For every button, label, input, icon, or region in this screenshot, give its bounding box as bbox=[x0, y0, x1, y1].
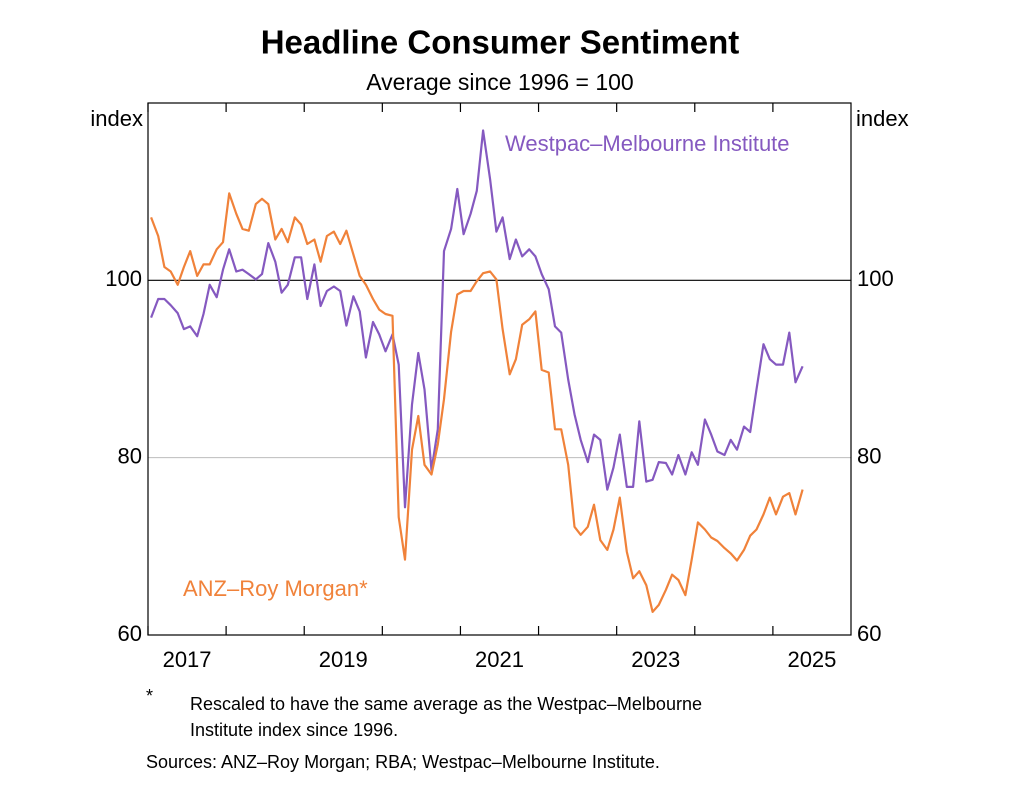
x-tick-label: 2025 bbox=[787, 647, 836, 672]
footnote-line: Rescaled to have the same average as the… bbox=[190, 694, 702, 714]
y2-tick-label: 100 bbox=[857, 266, 894, 291]
y2-tick-label: 60 bbox=[857, 621, 881, 646]
x-tick-label: 2019 bbox=[319, 647, 368, 672]
y-tick-label: 100 bbox=[105, 266, 142, 291]
chart-subtitle: Average since 1996 = 100 bbox=[366, 69, 633, 95]
y2-axis-label: index bbox=[856, 106, 909, 131]
y-tick-label: 80 bbox=[118, 443, 142, 468]
plot-frame bbox=[147, 102, 852, 636]
y2-tick-label: 80 bbox=[857, 443, 881, 468]
series-line bbox=[150, 129, 804, 509]
x-tick-label: 2021 bbox=[475, 647, 524, 672]
sources: Sources: ANZ–Roy Morgan; RBA; Westpac–Me… bbox=[146, 752, 660, 772]
footnote-marker: * bbox=[146, 686, 153, 706]
y-tick-label: 60 bbox=[118, 621, 142, 646]
x-tick-label: 2023 bbox=[631, 647, 680, 672]
series-line bbox=[150, 192, 804, 613]
footnote-line: Institute index since 1996. bbox=[190, 720, 398, 740]
x-tick-label: 2017 bbox=[163, 647, 212, 672]
series-label: Westpac–Melbourne Institute bbox=[505, 131, 790, 156]
y-axis-label: index bbox=[90, 106, 143, 131]
chart-title: Headline Consumer Sentiment bbox=[261, 24, 740, 61]
series-label: ANZ–Roy Morgan* bbox=[183, 576, 368, 601]
